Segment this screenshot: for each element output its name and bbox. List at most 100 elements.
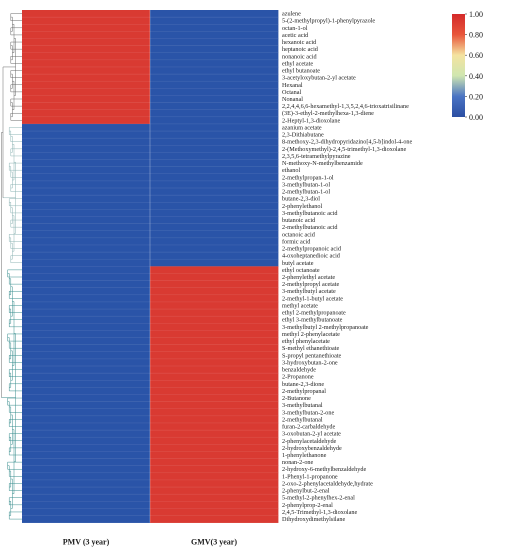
heatmap-cell xyxy=(150,24,279,32)
heatmap-cell xyxy=(22,380,151,388)
color-legend-tick-label: 0.20 xyxy=(469,92,483,101)
heatmap-cell xyxy=(22,31,151,39)
heatmap-cell xyxy=(22,422,151,431)
heatmap-cell xyxy=(150,415,279,424)
row-label: 2-phenylethyl acetate xyxy=(282,274,335,281)
row-label: 2-methyl-1-butyl acetate xyxy=(282,295,343,302)
row-label: N-methoxy-N-methylbenzamide xyxy=(282,160,363,167)
heatmap-cell xyxy=(22,266,151,274)
row-label: 2-methylbutan-1-ol xyxy=(282,189,330,196)
heatmap-cell xyxy=(150,501,279,509)
heatmap-cell xyxy=(22,309,151,317)
row-label: ethyl 3-methylbutanoate xyxy=(282,317,343,324)
row-label: 2-methylpropanal xyxy=(282,388,326,395)
heatmap-cell xyxy=(22,294,151,303)
heatmap-cell xyxy=(22,81,151,89)
heatmap-cell xyxy=(150,487,279,495)
row-label: Nonanal xyxy=(282,96,303,103)
heatmap-cell xyxy=(22,166,151,175)
heatmap-cell xyxy=(150,166,279,175)
heatmap-cell xyxy=(150,102,279,110)
heatmap-cell xyxy=(22,437,151,445)
row-label: azulene xyxy=(282,11,301,18)
heatmap-cell xyxy=(150,373,279,381)
heatmap-cell xyxy=(150,508,279,516)
heatmap-cell xyxy=(22,223,151,232)
row-label: 2,4,5-Trimethyl-1,3-dioxolane xyxy=(282,509,357,516)
heatmap-cell xyxy=(22,494,151,502)
heatmap-cell xyxy=(150,344,279,353)
heatmap-cell xyxy=(150,273,279,281)
heatmap-cell xyxy=(150,444,279,452)
row-label: Dihydroxydimethylsilane xyxy=(282,516,345,523)
row-label: 4-oxoheptanedioic acid xyxy=(282,253,341,260)
row-label: 2-hydroxy-6-methylbenzaldehyde xyxy=(282,466,366,473)
row-label: methyl acetate xyxy=(282,302,318,309)
heatmap-cell xyxy=(22,195,151,203)
heatmap-cell xyxy=(150,479,279,488)
heatmap-cell xyxy=(150,494,279,502)
heatmap-cell xyxy=(150,259,279,267)
heatmap-cell xyxy=(150,216,279,224)
heatmap-cell xyxy=(150,465,279,474)
heatmap-cell xyxy=(150,188,279,196)
heatmap-cell xyxy=(150,38,279,46)
heatmap-cell xyxy=(22,287,151,296)
heatmap-cell xyxy=(22,394,151,402)
row-label: butyl acetate xyxy=(282,260,314,267)
row-label: 2,3,5,6-tetramethylpyrazine xyxy=(282,153,351,160)
heatmap-cell xyxy=(150,123,279,132)
heatmap-cells xyxy=(22,10,279,523)
row-label: S-methyl ethanethioate xyxy=(282,345,339,352)
heatmap-cell xyxy=(150,74,279,82)
heatmap-cell xyxy=(22,408,151,417)
row-label: ethanol xyxy=(282,167,300,174)
heatmap-cell xyxy=(150,323,279,331)
heatmap-cell xyxy=(150,202,279,210)
heatmap-cell xyxy=(150,45,279,54)
heatmap-cell xyxy=(22,323,151,331)
heatmap-cell xyxy=(22,188,151,196)
heatmap-cell xyxy=(150,95,279,103)
color-legend-tick-label: 1.00 xyxy=(469,10,483,19)
heatmap-cell xyxy=(150,145,279,153)
heatmap-cell xyxy=(22,515,151,523)
row-label: 3-methylbutyl acetate xyxy=(282,288,336,295)
heatmap-cell xyxy=(150,88,279,96)
heatmap-cell xyxy=(22,66,151,75)
heatmap-cell xyxy=(22,273,151,281)
row-label: 2,2,4,4,6,6-hexamethyl-1,3,5,2,4,6-triox… xyxy=(282,103,409,110)
heatmap-cell xyxy=(22,252,151,260)
heatmap-cell xyxy=(150,244,279,253)
row-label: ethyl phenylacetate xyxy=(282,338,330,345)
row-label: butanoic acid xyxy=(282,217,316,224)
row-label: S-propyl pentanethioate xyxy=(282,352,342,359)
heatmap-cell xyxy=(150,358,279,367)
heatmap-cell xyxy=(150,408,279,417)
heatmap-cell xyxy=(22,458,151,466)
heatmap-cell xyxy=(22,202,151,210)
heatmap-cell xyxy=(22,259,151,267)
heatmap-cell xyxy=(150,515,279,523)
heatmap-cell xyxy=(22,10,151,18)
row-label: octan-1-ol xyxy=(282,25,308,32)
heatmap-cell xyxy=(22,131,151,139)
heatmap-cell xyxy=(150,237,279,246)
heatmap-cell xyxy=(22,244,151,253)
heatmap-cell xyxy=(150,81,279,89)
heatmap-cell xyxy=(150,309,279,317)
heatmap-cell xyxy=(150,316,279,324)
heatmap-cell xyxy=(22,230,151,239)
row-label: 2-phenylbut-2-enal xyxy=(282,488,330,495)
row-label: formic acid xyxy=(282,238,311,245)
heatmap-cell xyxy=(22,358,151,367)
heatmap-cell xyxy=(150,387,279,395)
heatmap-cell xyxy=(22,88,151,96)
row-label: 3-methylbutanoic acid xyxy=(282,210,338,217)
row-label: 2-phenylethanol xyxy=(282,203,322,210)
heatmap-cell xyxy=(150,422,279,431)
heatmap-cell xyxy=(150,351,279,360)
heatmap-cell xyxy=(150,430,279,438)
heatmap-cell xyxy=(150,180,279,189)
heatmap-cell xyxy=(22,237,151,246)
